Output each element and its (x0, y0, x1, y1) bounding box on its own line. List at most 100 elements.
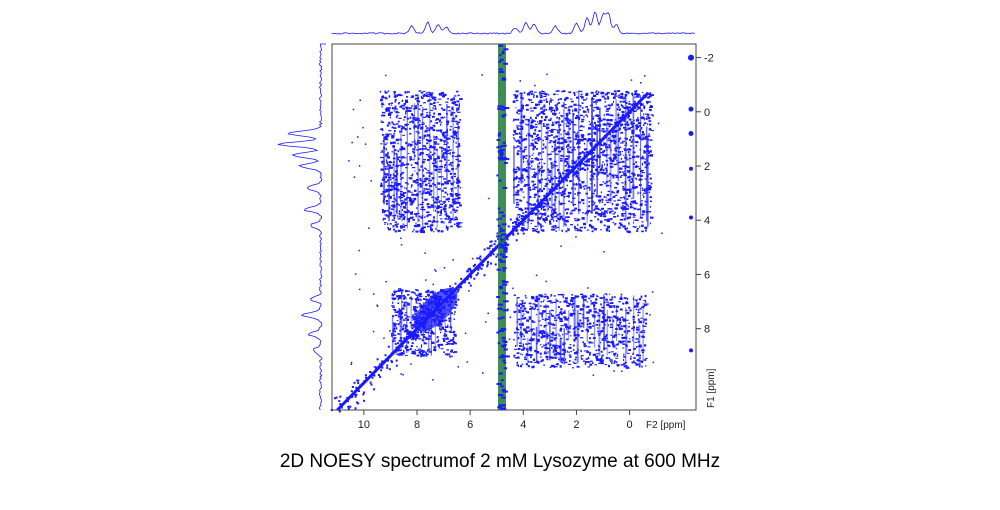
cross-peak (601, 356, 603, 359)
cross-peak (567, 122, 571, 125)
cross-peak (631, 361, 634, 364)
cross-peak (629, 179, 631, 181)
cross-peak (606, 304, 609, 306)
y-tick-label: 2 (704, 161, 710, 173)
cross-peak (574, 229, 578, 231)
cross-peak (590, 295, 593, 298)
y-tick-label: 8 (704, 324, 710, 336)
cross-peak (525, 119, 527, 121)
water-noise (500, 145, 504, 148)
cross-peak (577, 209, 581, 212)
cross-peak (605, 301, 609, 303)
cross-peak (414, 349, 416, 351)
cross-peak (554, 356, 557, 359)
cross-peak (637, 106, 640, 108)
cross-peak (644, 301, 647, 303)
cross-peak (593, 322, 595, 325)
cross-peak (526, 160, 529, 163)
cross-peak (453, 133, 457, 136)
cross-peak (438, 347, 440, 349)
cross-peak (516, 125, 520, 127)
cross-peak-stripe (572, 112, 575, 206)
cross-peak (442, 109, 446, 111)
cross-peak (631, 203, 633, 205)
cross-peak (609, 208, 613, 210)
cross-peak (585, 358, 588, 360)
cross-peak (560, 137, 564, 140)
cross-peak (453, 96, 455, 100)
cross-peak (591, 204, 595, 206)
cross-peak (577, 177, 580, 180)
cross-peak (598, 128, 600, 130)
cross-peak (392, 225, 395, 228)
cross-peak (445, 101, 449, 103)
cross-peak (441, 132, 445, 135)
cross-peak (550, 295, 552, 297)
cross-peak (605, 169, 608, 172)
cross-peak (608, 173, 612, 176)
cross-peak (552, 324, 556, 326)
diagonal-peak (605, 143, 608, 146)
cross-peak (453, 140, 455, 143)
cross-peak (633, 207, 635, 210)
cross-peak (393, 216, 396, 220)
diagonal-peak (517, 225, 520, 228)
cross-peak (534, 193, 538, 195)
cross-peak (403, 330, 407, 333)
cross-peak (559, 215, 562, 219)
cross-peak (420, 345, 422, 348)
cross-peak (513, 138, 516, 140)
cross-peak (404, 324, 408, 328)
cross-peak (418, 204, 420, 206)
cross-peak (549, 222, 552, 225)
water-noise (496, 331, 500, 334)
cross-peak (608, 304, 611, 307)
cross-peak (621, 213, 624, 216)
cross-peak (414, 310, 416, 313)
cross-peak (548, 158, 552, 160)
cross-peak (540, 207, 543, 211)
cross-peak (440, 212, 443, 215)
cross-peak (555, 347, 559, 349)
cross-peak (528, 92, 531, 95)
cross-peak (522, 115, 526, 118)
edge-peaks (688, 54, 694, 353)
cross-peak (457, 185, 460, 188)
cross-peak-stripe (433, 135, 435, 212)
cross-peak (521, 227, 525, 229)
cross-peak (426, 289, 429, 292)
cross-peak (615, 310, 619, 313)
cross-peak (636, 303, 639, 306)
cross-peak (573, 203, 576, 206)
f2-axis: 10 8 6 4 2 0 (358, 410, 633, 431)
cross-peak (416, 100, 420, 102)
cross-peak (555, 366, 558, 368)
cross-peak (581, 181, 585, 184)
cross-peak (615, 316, 619, 319)
cross-peak (644, 75, 646, 77)
cross-peak (414, 118, 418, 121)
cross-peak (590, 165, 593, 167)
cross-peak (446, 353, 448, 355)
cross-peak (429, 114, 432, 116)
cross-peak (446, 142, 449, 144)
cross-peak (518, 318, 520, 321)
cross-peak (438, 120, 441, 123)
cross-peak (382, 217, 386, 220)
cross-peak (564, 324, 567, 326)
cross-peak (546, 296, 549, 300)
cross-peak (452, 155, 454, 158)
cross-peak (427, 220, 432, 222)
cross-peak-stripe (559, 338, 562, 363)
cross-peak (538, 101, 540, 103)
cross-peak (623, 353, 625, 356)
water-noise (500, 385, 504, 388)
cross-peak (603, 124, 607, 126)
diagonal-peak (577, 167, 580, 170)
cross-peak (544, 293, 547, 295)
cross-peak (520, 127, 524, 130)
cross-peak (539, 312, 542, 315)
cross-peak (444, 164, 447, 167)
cross-peak (393, 337, 397, 339)
